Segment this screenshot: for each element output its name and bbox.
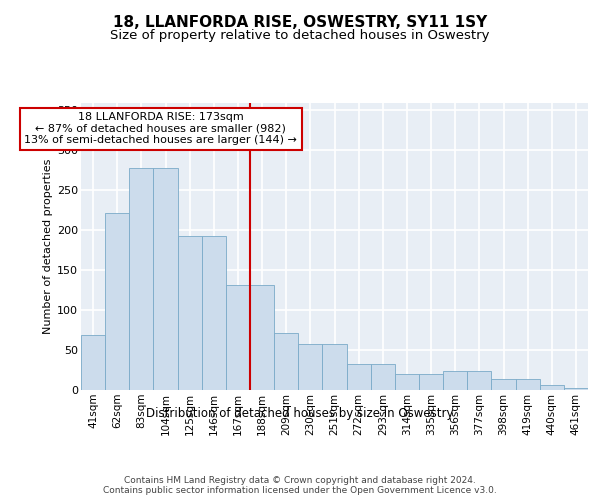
Bar <box>178 236 202 390</box>
Bar <box>202 236 226 390</box>
Bar <box>298 344 322 390</box>
Bar <box>395 374 419 390</box>
Bar <box>129 168 154 390</box>
Bar <box>274 332 298 390</box>
Bar <box>515 379 540 390</box>
Bar <box>226 286 250 390</box>
Bar <box>419 374 443 390</box>
Bar <box>81 335 105 390</box>
Y-axis label: Number of detached properties: Number of detached properties <box>43 158 53 334</box>
Text: 18, LLANFORDA RISE, OSWESTRY, SY11 1SY: 18, LLANFORDA RISE, OSWESTRY, SY11 1SY <box>113 15 487 30</box>
Bar <box>105 212 129 390</box>
Text: Size of property relative to detached houses in Oswestry: Size of property relative to detached ho… <box>110 29 490 42</box>
Bar <box>371 364 395 390</box>
Bar <box>540 385 564 390</box>
Bar <box>564 388 588 390</box>
Bar <box>467 371 491 390</box>
Bar <box>443 371 467 390</box>
Text: 18 LLANFORDA RISE: 173sqm
← 87% of detached houses are smaller (982)
13% of semi: 18 LLANFORDA RISE: 173sqm ← 87% of detac… <box>24 112 297 146</box>
Bar <box>491 379 515 390</box>
Text: Contains HM Land Registry data © Crown copyright and database right 2024.
Contai: Contains HM Land Registry data © Crown c… <box>103 476 497 495</box>
Bar <box>250 286 274 390</box>
Bar <box>322 344 347 390</box>
Bar <box>347 364 371 390</box>
Text: Distribution of detached houses by size in Oswestry: Distribution of detached houses by size … <box>146 408 454 420</box>
Bar <box>154 168 178 390</box>
